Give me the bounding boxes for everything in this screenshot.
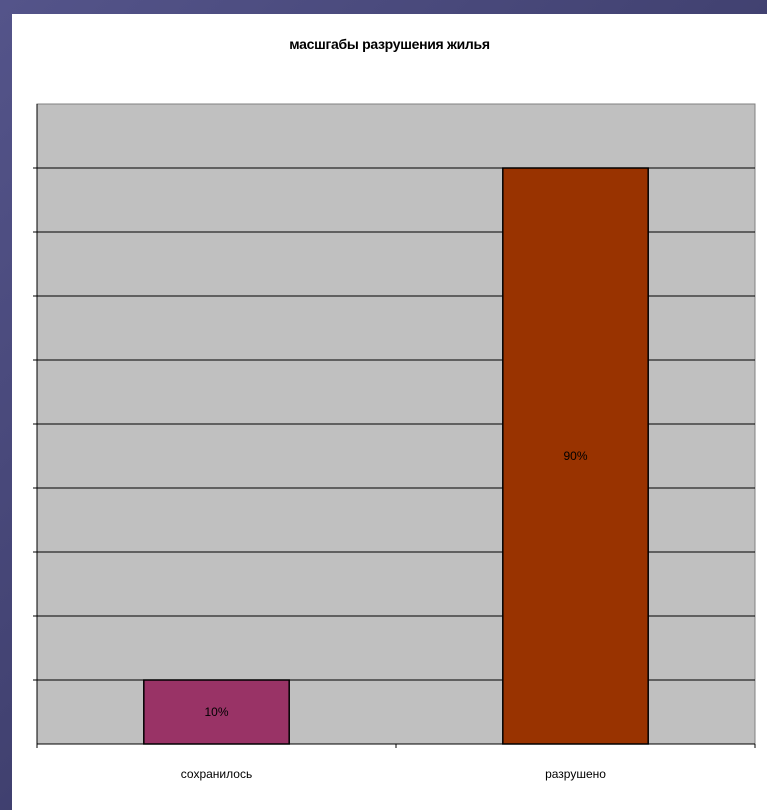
- bar-1: [143, 679, 290, 745]
- data-labels: 10% 90%: [204, 449, 587, 719]
- chart-panel: масшгабы разрушения жилья 10% 90% сохрани…: [12, 14, 767, 810]
- x-axis-ticks: [36, 744, 756, 748]
- data-label-1: 10%: [204, 705, 228, 719]
- category-label-1: сохранилось: [181, 767, 252, 781]
- bar-2: [502, 167, 649, 745]
- x-axis-labels: сохранилось разрушено: [181, 767, 606, 781]
- chart-title: масшгабы разрушения жилья: [289, 36, 490, 52]
- y-axis-ticks: [33, 167, 37, 681]
- data-label-2: 90%: [563, 449, 587, 463]
- category-label-2: разрушено: [545, 767, 606, 781]
- bar-chart: 10% 90% сохранилось разрушено: [33, 103, 756, 781]
- bars: [143, 167, 649, 745]
